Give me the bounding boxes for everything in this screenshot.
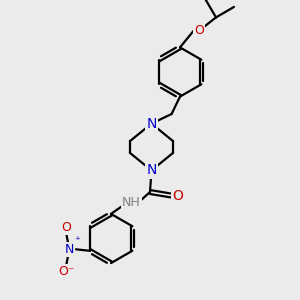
Text: N: N bbox=[146, 117, 157, 130]
Text: ⁺: ⁺ bbox=[75, 236, 81, 246]
Text: O: O bbox=[172, 189, 183, 202]
Text: O⁻: O⁻ bbox=[58, 265, 74, 278]
Text: N: N bbox=[64, 243, 74, 256]
Text: N: N bbox=[146, 164, 157, 177]
Text: NH: NH bbox=[122, 196, 141, 209]
Text: O: O bbox=[61, 220, 71, 234]
Text: O: O bbox=[194, 24, 204, 38]
